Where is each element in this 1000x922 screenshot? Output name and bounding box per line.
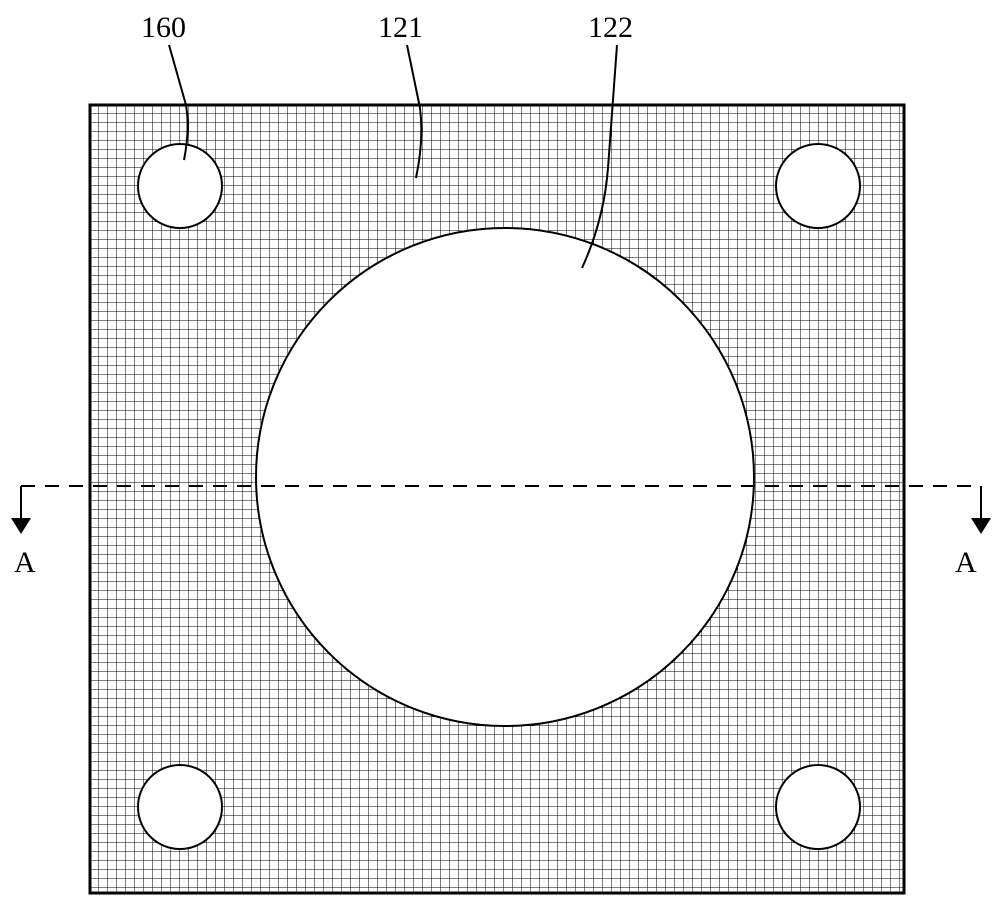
callout-label-121: 121 xyxy=(378,11,423,44)
section-label-left: A xyxy=(14,546,36,579)
callout-label-160: 160 xyxy=(141,11,186,44)
corner-hole-1 xyxy=(776,144,860,228)
leader-160-line xyxy=(169,45,186,105)
corner-hole-3 xyxy=(776,765,860,849)
leader-121-line xyxy=(407,45,420,108)
section-arrow-right-head xyxy=(971,518,991,534)
callout-label-122: 122 xyxy=(588,11,633,44)
center-hole xyxy=(256,228,754,726)
corner-hole-0 xyxy=(138,144,222,228)
section-arrow-left-head xyxy=(11,518,31,534)
corner-hole-2 xyxy=(138,765,222,849)
section-label-right: A xyxy=(955,546,977,579)
